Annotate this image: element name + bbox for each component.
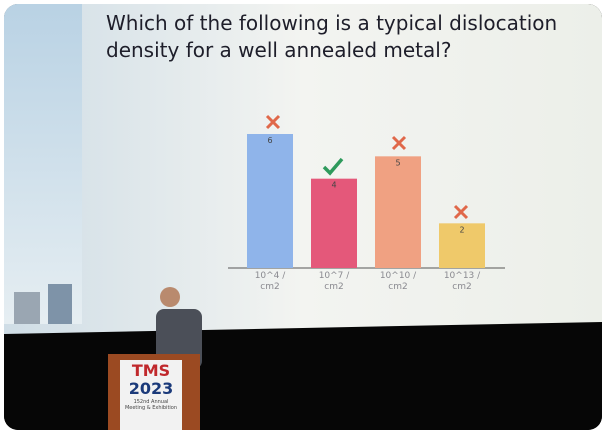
- x-tick-label: 10^10 / cm2: [376, 271, 420, 293]
- bar-value-label: 5: [395, 158, 400, 167]
- bar: [311, 179, 357, 268]
- bar-value-label: 4: [331, 181, 336, 190]
- podium-year: 2023: [120, 380, 182, 397]
- bar: [247, 134, 293, 268]
- slide-image: [4, 4, 82, 324]
- scene: 6 4 5 2: [4, 4, 602, 430]
- speaker-head: [160, 287, 180, 307]
- building: [14, 292, 40, 324]
- slide-title: Which of the following is a typical disl…: [106, 10, 566, 64]
- stage: [4, 322, 602, 430]
- podium-caption: 152nd Annual Meeting & Exhibition: [120, 397, 182, 413]
- x-tick-label: 10^13 / cm2: [440, 271, 484, 293]
- bar-value-label: 6: [267, 136, 272, 145]
- bar-value-label: 2: [459, 225, 464, 234]
- x-tick-label: 10^7 / cm2: [312, 271, 356, 293]
- bar: [375, 156, 421, 268]
- podium-brand: TMS: [120, 362, 182, 380]
- podium-sign: TMS 2023 152nd Annual Meeting & Exhibiti…: [120, 360, 182, 430]
- building: [48, 284, 72, 324]
- photo: 6 4 5 2 Which of the following is a typical…: [4, 4, 602, 430]
- x-tick-label: 10^4 / cm2: [248, 271, 292, 293]
